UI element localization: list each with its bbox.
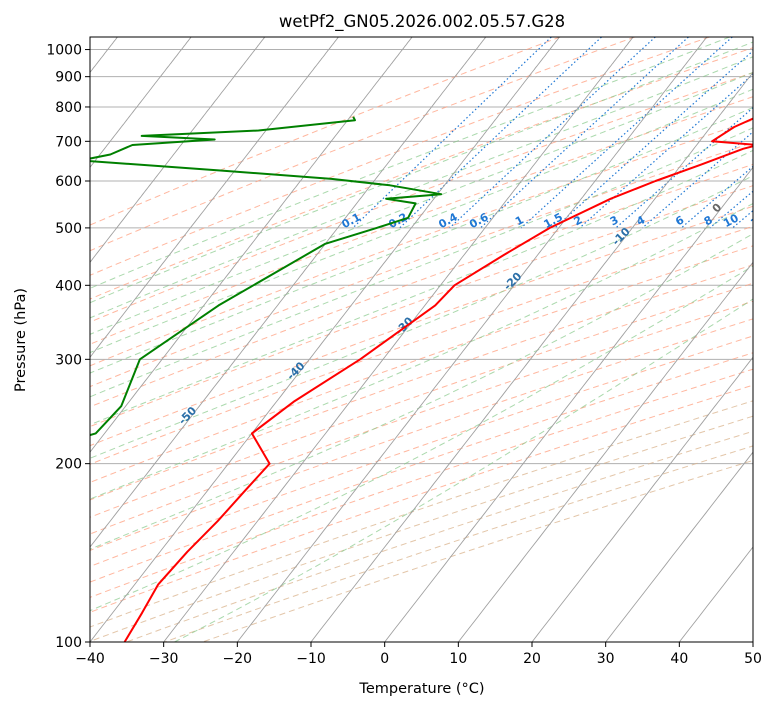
y-tick-label: 700 (55, 134, 82, 150)
moist-adiabat-line (90, 265, 753, 612)
mixing-ratio-label: 6 (673, 213, 686, 228)
isotherm-label: -50 (176, 404, 199, 427)
dry-adiabat-line (90, 400, 753, 628)
mixing-ratio-label: 10 (721, 211, 741, 230)
y-axis-ticks: 100 200 300 400 500 600 700 800 900 1000 (46, 43, 90, 651)
x-tick-label: 20 (523, 651, 541, 667)
moist-adiabat-line (90, 127, 753, 398)
dry-adiabat-line (90, 185, 753, 428)
x-tick-label: −10 (296, 651, 326, 667)
y-tick-label: 600 (55, 174, 82, 190)
mixing-ratio-line (760, 37, 775, 228)
x-axis-ticks: −40 −30 −20 −10 0 10 20 30 40 50 (75, 642, 762, 667)
y-tick-label: 100 (55, 635, 82, 651)
isotherm-line (90, 37, 266, 264)
isotherm-line (384, 166, 753, 642)
dry-adiabat-line (90, 335, 753, 567)
x-tick-label: 40 (670, 651, 688, 667)
mixing-ratio-line (352, 37, 552, 229)
dry-adiabat-line (90, 142, 753, 388)
y-tick-label: 200 (55, 457, 82, 473)
moist-adiabat-line (90, 106, 753, 374)
mixing-ratio-line (480, 37, 689, 229)
mixing-ratio-line (520, 37, 733, 229)
dry-adiabat-line (90, 119, 753, 367)
dry-adiabat-line (90, 245, 753, 483)
y-axis-label: Pressure (hPa) (13, 288, 29, 392)
chart-title: wetPf2_GN05.2026.002.05.57.G28 (279, 12, 565, 32)
y-tick-label: 400 (55, 278, 82, 294)
x-tick-label: 30 (597, 651, 615, 667)
mixing-ratio-line (615, 106, 753, 229)
plot-area: 0.10.20.40.611.52346810131620253036-100-… (90, 37, 775, 642)
isotherm-line (90, 37, 487, 548)
mixing-ratio-line (642, 131, 753, 229)
isotherm-label: -20 (501, 270, 524, 293)
isotherm-line (457, 261, 753, 642)
moist-adiabat-line (90, 37, 730, 289)
isotherm-line (236, 37, 708, 642)
x-axis-label: Temperature (°C) (358, 681, 484, 697)
x-tick-label: 0 (380, 651, 389, 667)
moist-adiabat-line (90, 41, 753, 304)
plot-frame (89, 36, 754, 643)
isotherm-line (531, 356, 753, 642)
mixing-ratio-label: 13 (748, 211, 768, 230)
mixing-ratio-line (680, 165, 753, 229)
y-tick-label: 900 (55, 70, 82, 86)
moist-adiabat-line (173, 298, 753, 642)
mixing-ratio-lines (352, 37, 775, 229)
y-tick-label: 1000 (46, 43, 82, 59)
temperature-profile-line (123, 117, 753, 642)
moist-adiabat-line (90, 175, 753, 459)
isotherm-line (310, 71, 753, 642)
dry-adiabat-line (90, 264, 753, 501)
mixing-ratio-line (732, 209, 753, 229)
mixing-ratio-label: 4 (634, 213, 647, 228)
x-tick-label: 10 (449, 651, 467, 667)
x-tick-label: −40 (75, 651, 105, 667)
isotherm-line (90, 37, 339, 358)
isotherm-line (752, 641, 753, 642)
mixing-ratio-label: 16 (771, 211, 775, 230)
isotherm-line (605, 451, 753, 642)
line-labels: 0.10.20.40.611.52346810131620253036-100-… (90, 200, 775, 472)
dry-adiabat-line (90, 37, 635, 252)
dry-adiabat-line (90, 163, 753, 408)
moist-adiabat-line (90, 149, 753, 426)
x-tick-label: −20 (223, 651, 253, 667)
isotherm-line (163, 37, 634, 642)
y-tick-label: 500 (55, 221, 82, 237)
dry-adiabats (90, 37, 753, 642)
mixing-ratio-line (449, 37, 656, 229)
moist-adiabats (90, 37, 753, 642)
dry-adiabat-line (90, 37, 710, 276)
isotherm-line (90, 37, 192, 169)
dry-adiabat-line (90, 96, 753, 345)
series-lines (90, 116, 753, 642)
dewpoint-profile-line (90, 116, 443, 437)
y-tick-label: 800 (55, 100, 82, 116)
mixing-ratio-line (399, 37, 602, 229)
dry-adiabat-line (90, 352, 753, 583)
dry-adiabat-line (90, 72, 753, 323)
dry-adiabat-line (90, 384, 753, 613)
y-tick-label: 300 (55, 352, 82, 368)
x-tick-label: −30 (149, 651, 179, 667)
dry-adiabat-line (90, 300, 753, 535)
moist-adiabat-line (90, 56, 753, 319)
isotherm-line (90, 37, 560, 642)
dry-adiabat-line (90, 37, 561, 226)
isotherm-gridlines (90, 37, 753, 642)
dry-adiabat-line (90, 205, 753, 447)
x-tick-label: 50 (744, 651, 762, 667)
mixing-ratio-label: 3 (608, 213, 621, 228)
isotherm-label: 0 (710, 200, 725, 215)
moist-adiabat-line (90, 71, 753, 335)
moist-adiabat-line (90, 88, 753, 354)
isotherm-line (90, 37, 413, 453)
